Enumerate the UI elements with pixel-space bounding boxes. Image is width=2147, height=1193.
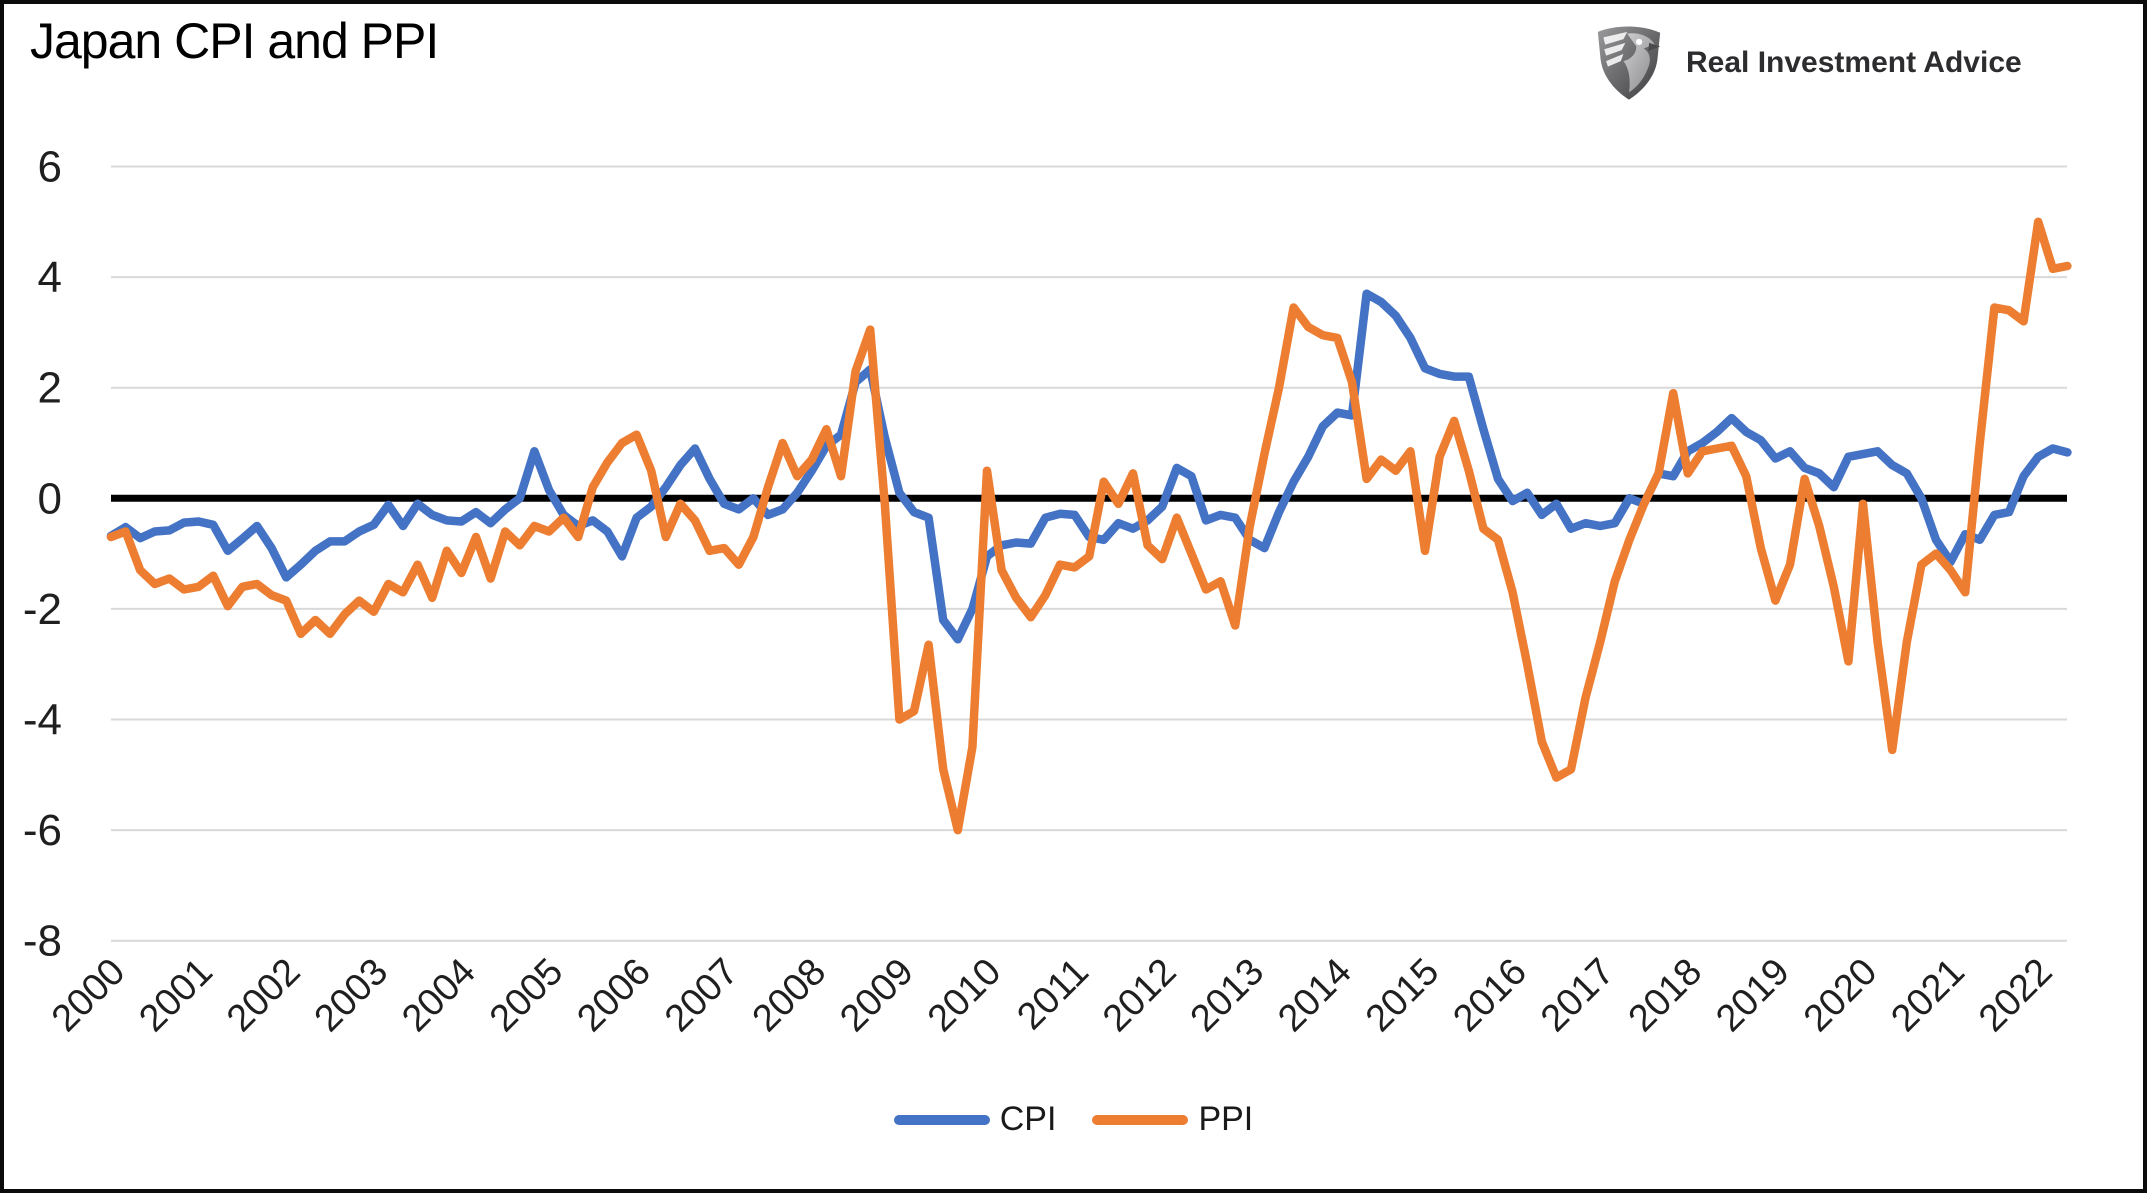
cpi-ppi-line-chart: 6420-2-4-6-82000200120022003200420052006… <box>23 143 2072 1040</box>
page-title: Japan CPI and PPI <box>30 13 439 69</box>
x-tick-label-2015: 2015 <box>1358 951 1447 1040</box>
x-tick-label-2006: 2006 <box>569 951 658 1040</box>
x-tick-label-2010: 2010 <box>920 951 1009 1040</box>
ppi-legend-label: PPI <box>1198 1100 1254 1138</box>
eagle-shield-icon <box>1597 26 1661 100</box>
x-tick-label-2016: 2016 <box>1445 951 1534 1040</box>
x-tick-label-2017: 2017 <box>1533 951 1622 1040</box>
brand-logo: Real Investment Advice <box>1596 20 2022 106</box>
x-tick-label-2020: 2020 <box>1796 951 1885 1040</box>
y-tick-label-2: 2 <box>38 364 62 413</box>
legend-item-ppi: PPI <box>1092 1100 1253 1139</box>
y-tick-label-6: 6 <box>38 143 62 192</box>
cpi-legend-label: CPI <box>999 1100 1057 1138</box>
x-tick-label-2021: 2021 <box>1883 951 1972 1040</box>
x-tick-label-2008: 2008 <box>745 951 834 1040</box>
brand-name: Real Investment Advice <box>1686 46 2022 79</box>
x-tick-label-2013: 2013 <box>1183 951 1272 1040</box>
y-tick-label--4: -4 <box>23 696 62 745</box>
y-tick-label--6: -6 <box>23 806 62 855</box>
legend-item-cpi: CPI <box>893 1100 1057 1139</box>
y-tick-label--8: -8 <box>23 917 62 966</box>
cpi-line-swatch <box>893 1114 990 1125</box>
x-tick-label-2005: 2005 <box>482 951 571 1040</box>
x-tick-label-2009: 2009 <box>832 951 921 1040</box>
y-tick-label--2: -2 <box>23 585 62 634</box>
chart-legend: CPI PPI <box>4 1100 2143 1139</box>
x-tick-label-2011: 2011 <box>1009 951 1096 1038</box>
x-tick-label-2007: 2007 <box>657 951 746 1040</box>
x-tick-label-2014: 2014 <box>1270 951 1359 1040</box>
x-tick-label-2003: 2003 <box>307 951 396 1040</box>
y-tick-label-0: 0 <box>38 474 62 523</box>
x-tick-label-2022: 2022 <box>1971 951 2060 1040</box>
x-tick-label-2004: 2004 <box>394 951 483 1040</box>
ppi-line-swatch <box>1092 1114 1189 1125</box>
x-tick-label-2002: 2002 <box>219 951 308 1040</box>
x-tick-label-2018: 2018 <box>1621 951 1710 1040</box>
ppi-series-line <box>106 217 2072 835</box>
x-tick-label-2001: 2001 <box>131 951 220 1040</box>
y-tick-label-4: 4 <box>38 253 62 302</box>
x-tick-label-2019: 2019 <box>1708 951 1797 1040</box>
x-tick-label-2012: 2012 <box>1095 951 1184 1040</box>
